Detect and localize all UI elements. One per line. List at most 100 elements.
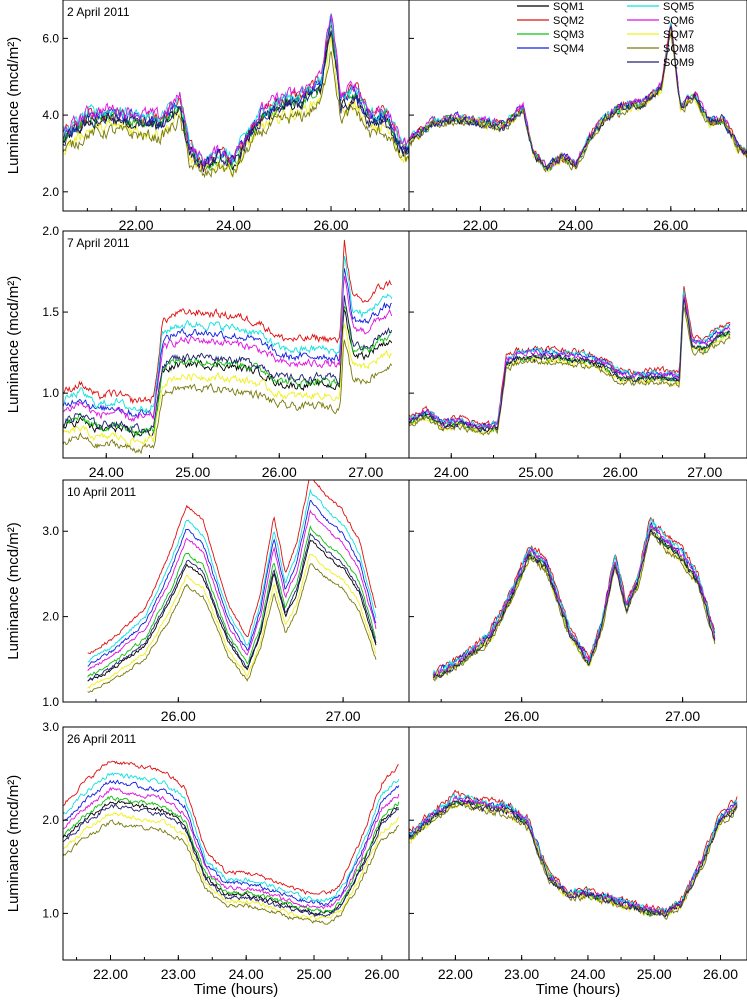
legend: SQM1 SQM2 SQM3 SQM4 SQM5 SQM6 SQM7 SQM8 SQM9 <box>517 1 694 69</box>
x-axis-label-right: Time (hours) <box>536 981 620 998</box>
x-tick-label: 27.00 <box>687 464 722 480</box>
x-tick-label: 23.00 <box>161 966 196 982</box>
series-sqm1-panel-1-raw <box>63 31 409 171</box>
series-sqm8-panel-1-corrected <box>409 32 747 172</box>
panel-date-label: 10 April 2011 <box>67 485 136 499</box>
x-tick-label: 23.00 <box>504 966 539 982</box>
series-sqm7-panel-4-corrected <box>409 801 738 917</box>
series-sqm1-panel-3-raw <box>87 539 377 682</box>
series-sqm6-panel-2-corrected <box>409 295 731 431</box>
series-sqm4-panel-4-raw <box>63 779 400 906</box>
series-sqm2-panel-3-raw <box>87 480 377 655</box>
legend-label-sqm1: SQM1 <box>553 1 584 13</box>
x-tick-label: 26.00 <box>603 464 638 480</box>
legend-label-sqm9: SQM9 <box>663 57 694 69</box>
x-tick-label: 22.00 <box>119 217 154 233</box>
panel-2-corrected: 24.00 25.00 26.00 27.00 <box>408 230 747 480</box>
x-tick-label: 24.00 <box>570 966 605 982</box>
series-sqm9-panel-2-raw <box>63 295 393 434</box>
series-sqm4-panel-2-raw <box>63 268 392 418</box>
series-sqm6-panel-4-raw <box>63 786 400 910</box>
legend-label-sqm8: SQM8 <box>663 43 694 55</box>
y-tick-label: 6.0 <box>42 31 59 45</box>
series-sqm6-panel-3-raw <box>87 509 377 672</box>
series-sqm9-panel-1-raw <box>63 29 409 173</box>
y-axis-label: Luminance (mcd/m²) <box>5 37 22 175</box>
x-tick-label: 27.00 <box>348 464 383 480</box>
series-sqm3-panel-3-raw <box>87 525 377 678</box>
y-tick-label: 3.0 <box>42 524 59 538</box>
series-sqm6-panel-2-raw <box>63 275 393 423</box>
y-tick-label: 1.0 <box>42 906 59 920</box>
series-sqm8-panel-3-corrected <box>432 532 716 682</box>
x-tick-label: 24.00 <box>229 966 264 982</box>
series-sqm2-panel-4-raw <box>63 760 399 895</box>
x-tick-label: 25.00 <box>637 966 672 982</box>
legend-label-sqm6: SQM6 <box>663 15 694 27</box>
panel-4-corrected: 22.00 23.00 24.00 25.00 26.00 <box>408 726 747 982</box>
x-tick-label: 26.00 <box>653 217 688 233</box>
series-sqm5-panel-3-raw <box>87 488 377 663</box>
series-sqm3-panel-1-raw <box>63 24 409 171</box>
x-tick-label: 27.00 <box>665 708 700 724</box>
series-sqm5-panel-4-corrected <box>409 794 738 916</box>
series-sqm5-panel-4-raw <box>63 772 400 904</box>
series-sqm9-panel-3-raw <box>87 532 377 682</box>
series-sqm9-panel-1-corrected <box>409 25 747 172</box>
y-tick-label: 3.0 <box>42 720 59 734</box>
legend-label-sqm2: SQM2 <box>553 15 584 27</box>
x-tick-label: 24.00 <box>216 217 251 233</box>
series-sqm2-panel-3-corrected <box>432 516 716 676</box>
y-tick-label: 2.0 <box>42 610 59 624</box>
series-sqm7-panel-3-corrected <box>432 530 716 681</box>
panel-frame <box>408 479 747 703</box>
series-sqm1-panel-3-corrected <box>432 529 716 678</box>
panel-1-raw: 22.00 24.00 26.00 2.0 4.0 6.0 2 April 2011 Lumi… <box>5 0 410 233</box>
x-tick-label: 24.00 <box>89 464 124 480</box>
series-sqm3-panel-4-raw <box>63 795 400 914</box>
series-sqm1-panel-4-corrected <box>409 799 738 918</box>
panel-frame <box>408 726 747 961</box>
series-sqm7-panel-2-raw <box>63 322 393 448</box>
y-tick-label: 2.0 <box>42 185 59 199</box>
y-tick-label: 2.0 <box>42 224 59 238</box>
y-axis-label: Luminance (mcd/m²) <box>5 775 22 913</box>
x-tick-label: 22.00 <box>438 966 473 982</box>
panel-frame <box>62 0 410 212</box>
x-tick-label: 25.00 <box>518 464 553 480</box>
legend-label-sqm3: SQM3 <box>553 29 584 41</box>
x-tick-label: 26.00 <box>364 966 399 982</box>
x-tick-label: 25.00 <box>296 966 331 982</box>
panel-frame <box>62 479 410 703</box>
y-tick-label: 1.0 <box>42 695 59 709</box>
series-sqm7-panel-4-raw <box>63 812 400 920</box>
series-sqm9-panel-2-corrected <box>409 298 731 433</box>
series-sqm6-panel-1-raw <box>63 14 409 166</box>
series-sqm4-panel-3-raw <box>87 499 377 667</box>
series-sqm8-panel-2-raw <box>63 339 393 455</box>
series-sqm8-panel-1-raw <box>63 51 409 179</box>
x-tick-label: 26.00 <box>314 217 349 233</box>
panel-4-raw: 22.00 23.00 24.00 25.00 26.00 1.0 2.0 3.0 26 Apr… <box>5 720 410 982</box>
x-tick-label: 24.00 <box>434 464 469 480</box>
y-axis-label: Luminance (mcd/m²) <box>5 522 22 660</box>
series-sqm7-panel-3-raw <box>87 553 377 689</box>
x-tick-label: 22.00 <box>463 217 498 233</box>
panel-frame <box>408 0 747 212</box>
series-sqm8-panel-2-corrected <box>409 306 731 436</box>
series-sqm8-panel-4-corrected <box>409 801 738 921</box>
y-axis-label: Luminance (mcd/m²) <box>5 276 22 414</box>
panel-1-corrected: 22.00 24.00 26.00 <box>408 0 747 233</box>
panel-date-label: 7 April 2011 <box>67 236 130 250</box>
y-tick-label: 4.0 <box>42 108 59 122</box>
series-sqm9-panel-3-corrected <box>433 528 716 679</box>
panel-3-raw: 26.00 27.00 1.0 2.0 3.0 10 April 2011 Luminanc… <box>5 479 410 724</box>
series-sqm3-panel-4-corrected <box>409 799 738 917</box>
series-sqm5-panel-2-corrected <box>409 289 731 430</box>
x-tick-label: 26.00 <box>703 966 738 982</box>
legend-label-sqm7: SQM7 <box>663 29 694 41</box>
x-axis-label-left: Time (hours) <box>194 981 278 998</box>
series-sqm8-panel-3-raw <box>87 563 377 693</box>
series-sqm4-panel-1-raw <box>63 16 409 168</box>
